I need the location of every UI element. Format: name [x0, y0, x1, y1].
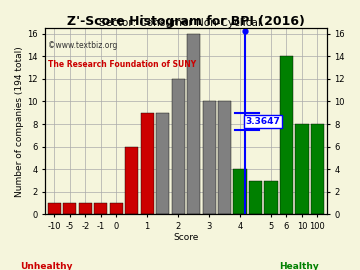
Bar [234, 169, 247, 214]
Bar [94, 203, 107, 214]
Bar [311, 124, 324, 214]
Bar [79, 203, 92, 214]
Text: 3.3647: 3.3647 [246, 117, 280, 126]
Bar [203, 102, 216, 214]
Text: ©www.textbiz.org: ©www.textbiz.org [48, 41, 117, 50]
Text: Healthy: Healthy [279, 262, 319, 270]
Bar [249, 181, 262, 214]
Text: Sector: Consumer Non-Cyclical: Sector: Consumer Non-Cyclical [99, 18, 261, 28]
Bar [156, 113, 169, 214]
Y-axis label: Number of companies (194 total): Number of companies (194 total) [15, 46, 24, 197]
Bar [296, 124, 309, 214]
Title: Z'-Score Histogram for BPI (2016): Z'-Score Histogram for BPI (2016) [67, 15, 305, 28]
Text: The Research Foundation of SUNY: The Research Foundation of SUNY [48, 60, 196, 69]
Bar [141, 113, 154, 214]
Bar [48, 203, 61, 214]
Bar [187, 34, 200, 214]
Bar [280, 56, 293, 214]
Bar [110, 203, 123, 214]
Bar [218, 102, 231, 214]
Bar [125, 147, 138, 214]
Bar [265, 181, 278, 214]
Bar [172, 79, 185, 214]
X-axis label: Score: Score [173, 232, 199, 241]
Bar [63, 203, 76, 214]
Text: Unhealthy: Unhealthy [21, 262, 73, 270]
